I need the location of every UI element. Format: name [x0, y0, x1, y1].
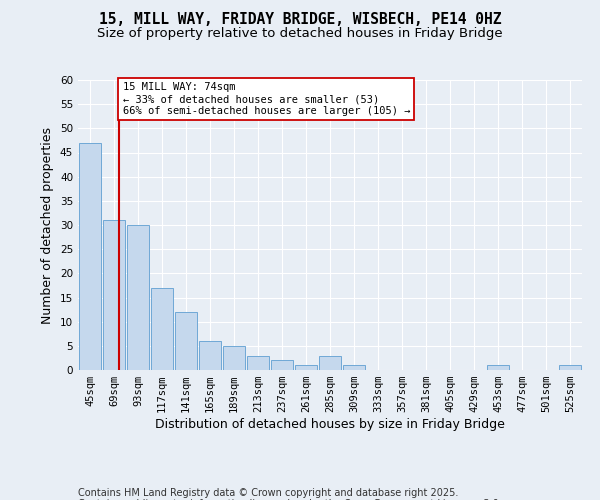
Bar: [343, 365, 365, 370]
Bar: [151, 288, 173, 370]
Text: 15 MILL WAY: 74sqm
← 33% of detached houses are smaller (53)
66% of semi-detache: 15 MILL WAY: 74sqm ← 33% of detached hou…: [122, 82, 410, 116]
Bar: [559, 365, 581, 370]
Text: 15, MILL WAY, FRIDAY BRIDGE, WISBECH, PE14 0HZ: 15, MILL WAY, FRIDAY BRIDGE, WISBECH, PE…: [99, 12, 501, 28]
Bar: [223, 346, 245, 370]
Bar: [175, 312, 197, 370]
Bar: [199, 341, 221, 370]
Bar: [103, 220, 125, 370]
Bar: [487, 365, 509, 370]
X-axis label: Distribution of detached houses by size in Friday Bridge: Distribution of detached houses by size …: [155, 418, 505, 431]
Bar: [127, 225, 149, 370]
Bar: [247, 356, 269, 370]
Bar: [79, 143, 101, 370]
Text: Contains public sector information licensed under the Open Government Licence v3: Contains public sector information licen…: [78, 499, 502, 500]
Text: Size of property relative to detached houses in Friday Bridge: Size of property relative to detached ho…: [97, 28, 503, 40]
Text: Contains HM Land Registry data © Crown copyright and database right 2025.: Contains HM Land Registry data © Crown c…: [78, 488, 458, 498]
Y-axis label: Number of detached properties: Number of detached properties: [41, 126, 55, 324]
Bar: [271, 360, 293, 370]
Bar: [295, 365, 317, 370]
Bar: [319, 356, 341, 370]
